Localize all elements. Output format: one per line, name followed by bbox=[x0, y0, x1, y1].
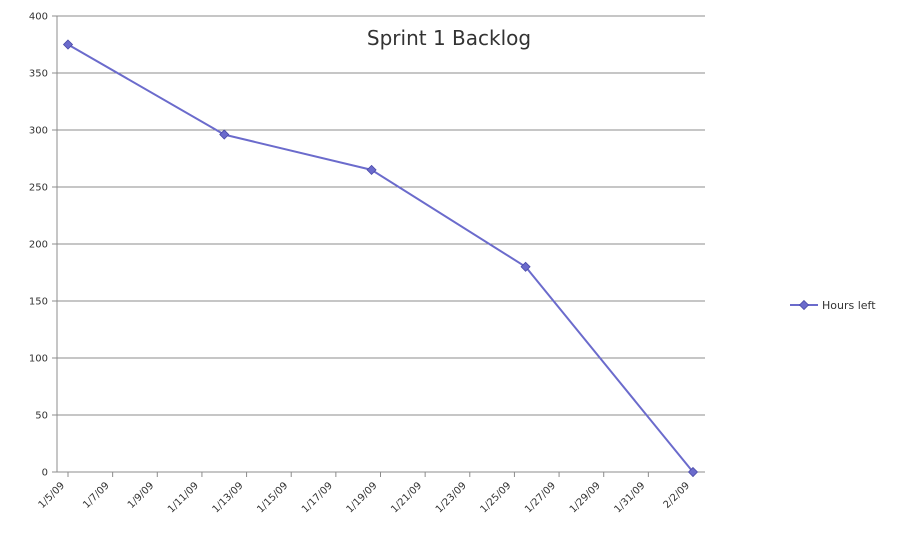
x-tick-label-0: 1/5/09 bbox=[37, 480, 68, 511]
x-tick-label-11: 1/27/09 bbox=[523, 480, 558, 515]
x-tick-label-8: 1/21/09 bbox=[389, 480, 424, 515]
legend-label: Hours left bbox=[822, 299, 876, 312]
y-tick-label-300: 300 bbox=[29, 126, 48, 137]
chart-title: Sprint 1 Backlog bbox=[367, 26, 531, 50]
y-tick-label-100: 100 bbox=[29, 354, 48, 365]
grid-layer bbox=[57, 15, 705, 416]
x-tick-label-1: 1/7/09 bbox=[81, 480, 112, 511]
series-layer bbox=[62, 39, 699, 478]
y-tick-label-400: 400 bbox=[29, 12, 48, 23]
data-point-0-3 bbox=[520, 261, 531, 272]
y-tick-label-350: 350 bbox=[29, 69, 48, 80]
x-tick-label-12: 1/29/09 bbox=[568, 480, 603, 515]
data-point-0-2 bbox=[366, 164, 377, 175]
x-tick-label-4: 1/13/09 bbox=[211, 480, 246, 515]
x-tick-label-3: 1/11/09 bbox=[166, 480, 201, 515]
series-line-0 bbox=[67, 43, 694, 473]
y-tick-label-250: 250 bbox=[29, 183, 48, 194]
x-tick-label-14: 2/2/09 bbox=[662, 480, 693, 511]
data-point-0-4 bbox=[687, 466, 699, 478]
y-tick-label-200: 200 bbox=[29, 240, 48, 251]
data-point-0-1 bbox=[219, 129, 230, 140]
data-point-0-0 bbox=[62, 39, 74, 50]
legend: Hours left bbox=[790, 299, 876, 312]
x-tick-label-9: 1/23/09 bbox=[434, 480, 469, 515]
x-tick-label-7: 1/19/09 bbox=[345, 480, 380, 515]
x-tick-label-10: 1/25/09 bbox=[479, 480, 514, 515]
axis-layer: 0 50 100 150 200 250 300 350 400 1/5/09 1/7/09 1/9/… bbox=[29, 12, 705, 515]
y-tick-label-150: 150 bbox=[29, 297, 48, 308]
x-tick-label-5: 1/15/09 bbox=[255, 480, 290, 515]
legend-diamond-marker bbox=[798, 299, 810, 311]
x-tick-label-2: 1/9/09 bbox=[126, 480, 157, 511]
y-tick-label-50: 50 bbox=[35, 411, 48, 422]
y-tick-label-0: 0 bbox=[42, 468, 48, 479]
x-tick-label-13: 1/31/09 bbox=[612, 480, 647, 515]
x-tick-label-6: 1/17/09 bbox=[300, 480, 335, 515]
